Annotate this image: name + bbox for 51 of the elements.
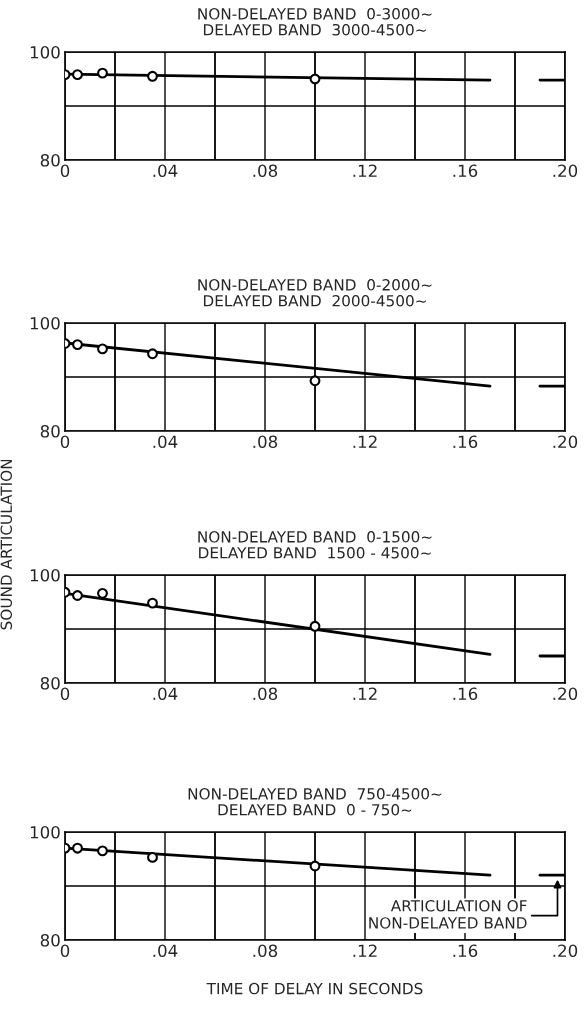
x-tick-label: .12 bbox=[353, 944, 377, 957]
point bbox=[97, 343, 108, 355]
point bbox=[72, 590, 83, 601]
x-tick-label: .16 bbox=[453, 435, 478, 449]
point bbox=[72, 842, 83, 854]
point bbox=[309, 860, 321, 872]
y-axis-title: SOUND ARTICULATION bbox=[0, 459, 13, 630]
x-tick-label: 0 bbox=[60, 687, 70, 701]
x-tick-label: .20 bbox=[553, 164, 578, 178]
y-tick-label: 80 bbox=[40, 153, 60, 167]
x-tick-label: .04 bbox=[153, 435, 178, 449]
x-tick-label: 0 bbox=[60, 164, 70, 178]
point bbox=[309, 375, 321, 387]
x-tick-label: .16 bbox=[453, 687, 478, 701]
y-tick-label: 100 bbox=[30, 316, 60, 330]
x-tick-label: .12 bbox=[353, 164, 377, 177]
x-tick-label: 0 bbox=[60, 435, 70, 449]
x-tick-label: .08 bbox=[253, 164, 278, 178]
x-tick-label: .16 bbox=[453, 944, 478, 958]
x-tick-label: .08 bbox=[253, 435, 278, 449]
x-tick-label: .04 bbox=[153, 687, 178, 701]
chart-title: NON-DELAYED BAND 0-1500~ DELAYED BAND 1500 - 4500~ bbox=[198, 531, 432, 559]
x-tick-label: .08 bbox=[253, 687, 278, 701]
y-tick-label: 80 bbox=[40, 676, 60, 690]
y-tick-label: 100 bbox=[30, 825, 60, 839]
point bbox=[147, 597, 158, 609]
x-axis-title: TIME OF DELAY IN SECONDS bbox=[206, 982, 423, 995]
point bbox=[97, 845, 108, 857]
x-tick-label: .04 bbox=[153, 164, 178, 178]
chart-title: NON-DELAYED BAND 0-2000~ DELAYED BAND 2000-4500~ bbox=[198, 279, 432, 307]
x-tick-label: .08 bbox=[253, 944, 278, 958]
x-tick-label: .20 bbox=[553, 687, 578, 701]
x-tick-label: .12 bbox=[353, 435, 377, 448]
y-tick-label: 80 bbox=[40, 933, 60, 947]
x-tick-label: .20 bbox=[553, 435, 578, 449]
point bbox=[97, 587, 108, 599]
x-tick-label: .04 bbox=[153, 944, 178, 958]
y-tick-label: 100 bbox=[30, 568, 60, 582]
annotation: ARTICULATION OF NON-DELAYED BAND bbox=[369, 900, 527, 929]
x-tick-label: .16 bbox=[453, 164, 478, 178]
point bbox=[72, 339, 83, 351]
chart-title: NON-DELAYED BAND 750-4500~ DELAYED BAND 0 - 750~ bbox=[188, 788, 442, 816]
x-tick-label: .12 bbox=[353, 687, 377, 700]
point bbox=[309, 620, 321, 632]
chart-title: NON-DELAYED BAND 0-3000~ DELAYED BAND 3000-4500~ bbox=[198, 8, 432, 36]
x-tick-label: 0 bbox=[60, 944, 70, 958]
x-tick-label: .20 bbox=[553, 944, 578, 958]
point bbox=[147, 851, 158, 863]
y-tick-label: 100 bbox=[30, 45, 60, 59]
y-tick-label: 80 bbox=[40, 424, 60, 438]
point bbox=[147, 348, 158, 360]
